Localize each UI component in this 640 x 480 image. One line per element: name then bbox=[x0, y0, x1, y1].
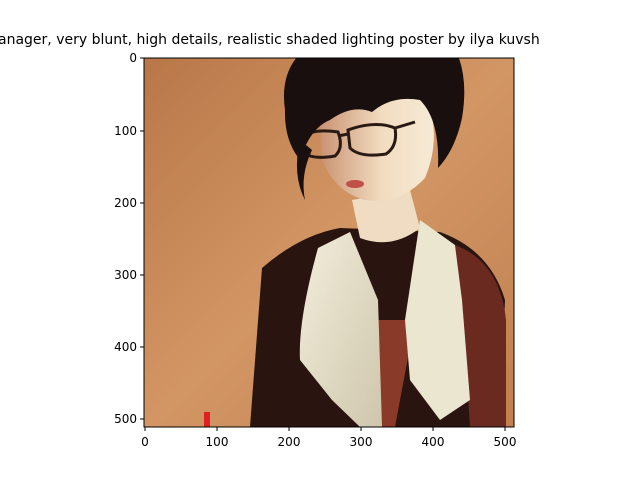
portrait-image bbox=[144, 58, 514, 427]
x-tick-label-2: 200 bbox=[278, 435, 301, 449]
x-axis: 0 100 200 300 400 500 bbox=[141, 427, 516, 449]
plot-title-text: anager, very blunt, high details, realis… bbox=[0, 32, 540, 48]
collar-right bbox=[405, 220, 470, 420]
y-tick-label-3: 300 bbox=[114, 268, 137, 282]
lips bbox=[346, 180, 364, 188]
y-tick-label-4: 400 bbox=[114, 340, 137, 354]
y-axis: 0 100 200 300 400 500 bbox=[114, 51, 144, 426]
hair-strand bbox=[296, 140, 312, 200]
red-marker bbox=[204, 412, 210, 427]
x-tick-label-1: 100 bbox=[206, 435, 229, 449]
x-tick-label-3: 300 bbox=[350, 435, 373, 449]
hair bbox=[284, 58, 465, 168]
x-tick-label-4: 400 bbox=[422, 435, 445, 449]
collar-left bbox=[299, 232, 382, 427]
y-tick-label-2: 200 bbox=[114, 196, 137, 210]
axes-frame bbox=[143, 57, 515, 428]
plot-title: anager, very blunt, high details, realis… bbox=[0, 30, 640, 50]
y-tick-label-1: 100 bbox=[114, 124, 137, 138]
x-tick-label-5: 500 bbox=[494, 435, 517, 449]
y-tick-label-0: 0 bbox=[129, 51, 137, 65]
neck bbox=[352, 190, 420, 243]
x-tick-label-0: 0 bbox=[141, 435, 149, 449]
y-tick-label-5: 500 bbox=[114, 412, 137, 426]
glasses-icon bbox=[298, 120, 416, 159]
